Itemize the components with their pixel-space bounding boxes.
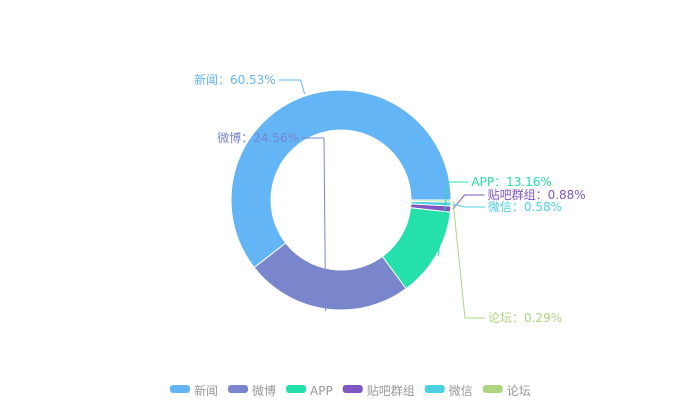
legend-label-3[interactable]: 贴吧群组	[367, 384, 415, 398]
leader-line-1	[301, 137, 327, 311]
legend-swatch-1[interactable]	[228, 385, 249, 393]
slice-label-2: APP：13.16%	[471, 175, 551, 189]
legend-swatch-2[interactable]	[286, 385, 307, 393]
leader-line-2	[437, 181, 469, 257]
labels-group: 新闻：60.53% 微博：24.56% APP：13.16%贴吧群组：0.88%微信…	[194, 72, 586, 325]
legend-label-0[interactable]: 新闻	[194, 383, 218, 398]
slice-label-1: 微博：24.56%	[217, 130, 299, 145]
legend-swatch-3[interactable]	[342, 385, 363, 393]
legend-swatch-0[interactable]	[170, 385, 190, 393]
legend-label-1[interactable]: 微博	[252, 383, 276, 398]
legend-swatch-5[interactable]	[482, 385, 503, 393]
slice-1[interactable]	[253, 242, 407, 311]
legend-label-2[interactable]: APP	[310, 384, 333, 398]
slice-label-5: 论坛：0.29%	[488, 311, 562, 325]
slice-label-0: 新闻：60.53%	[194, 72, 276, 87]
slice-label-4: 微信：0.58%	[488, 200, 562, 214]
legend-label-5[interactable]: 论坛	[507, 384, 531, 398]
slices-group	[230, 89, 452, 311]
leader-line-0	[278, 79, 306, 95]
slice-label-3: 贴吧群组：0.88%	[488, 188, 586, 202]
legend-label-4[interactable]: 微信	[449, 384, 473, 398]
legend: 新闻 微博 APP 贴吧群组 微信 论坛	[170, 383, 531, 398]
legend-swatch-4[interactable]	[424, 385, 445, 393]
slice-5[interactable]	[410, 199, 452, 203]
leader-line-5	[452, 200, 485, 319]
slice-0[interactable]	[230, 89, 452, 269]
leader-line-4	[452, 203, 485, 208]
